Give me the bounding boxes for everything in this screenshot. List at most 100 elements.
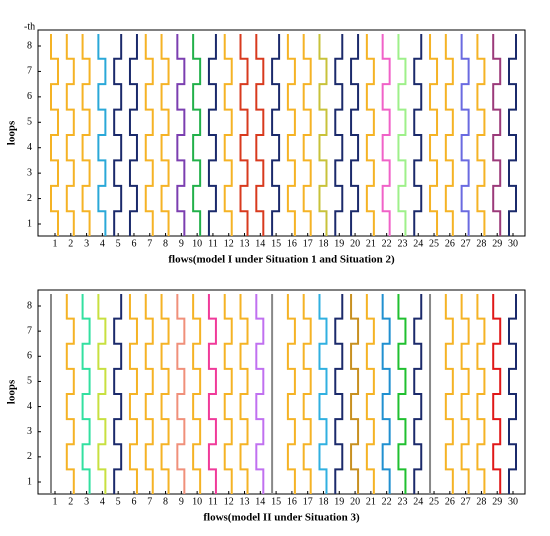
- x-tick-label: 20: [350, 238, 360, 249]
- x-tick-label: 27: [461, 496, 471, 507]
- x-tick-label: 28: [476, 238, 486, 249]
- x-tick-label: 4: [100, 496, 105, 507]
- x-tick-label: 29: [492, 238, 502, 249]
- x-axis-label: flows(model II under Situation 3): [203, 512, 360, 524]
- flow-path: [144, 34, 154, 236]
- flow-path: [81, 294, 91, 494]
- flow-path: [302, 34, 312, 236]
- flow-path: [492, 294, 502, 494]
- flow-path: [160, 294, 170, 494]
- x-tick-label: 17: [303, 238, 313, 249]
- flow-path: [192, 34, 202, 236]
- x-tick-label: 10: [192, 238, 202, 249]
- flow-path: [113, 294, 123, 494]
- x-tick-label: 25: [429, 238, 439, 249]
- x-tick-label: 19: [334, 496, 344, 507]
- x-tick-label: 3: [84, 238, 89, 249]
- x-tick-label: 15: [271, 238, 281, 249]
- flow-path: [429, 34, 439, 236]
- y-axis-label: loops: [6, 120, 18, 145]
- flow-path: [97, 34, 107, 236]
- x-tick-label: 19: [334, 238, 344, 249]
- y-tick-label: 7: [27, 66, 32, 77]
- flow-path: [350, 34, 360, 236]
- y-tick-label: 3: [27, 167, 32, 178]
- x-tick-label: 18: [318, 238, 328, 249]
- flow-path: [365, 294, 375, 494]
- y-tick-label: 5: [27, 376, 32, 387]
- x-tick-label: 8: [163, 496, 168, 507]
- x-tick-label: 21: [366, 496, 376, 507]
- flow-path: [207, 294, 217, 494]
- x-tick-label: 30: [508, 496, 518, 507]
- y-tick-label: 4: [27, 142, 32, 153]
- flow-path: [381, 294, 391, 494]
- x-tick-label: 30: [508, 238, 518, 249]
- flow-path: [128, 34, 138, 236]
- x-tick-label: 3: [84, 496, 89, 507]
- flow-path: [508, 294, 517, 494]
- x-tick-label: 7: [147, 238, 152, 249]
- x-tick-label: 24: [413, 238, 423, 249]
- flow-path: [144, 294, 154, 494]
- x-tick-label: 11: [208, 496, 218, 507]
- x-tick-label: 8: [163, 238, 168, 249]
- x-tick-label: 17: [303, 496, 313, 507]
- y-tick-label: 1: [27, 218, 32, 229]
- x-tick-label: 26: [445, 496, 455, 507]
- flow-path: [255, 34, 265, 236]
- x-tick-label: 18: [318, 496, 328, 507]
- flow-path: [476, 34, 486, 236]
- flow-path: [318, 34, 328, 236]
- x-tick-label: 10: [192, 496, 202, 507]
- x-tick-label: 23: [397, 496, 407, 507]
- flow-path: [239, 294, 249, 494]
- flow-path: [176, 34, 186, 236]
- flow-path: [413, 294, 423, 494]
- flow-path: [318, 294, 328, 494]
- flow-path: [271, 34, 281, 236]
- x-tick-label: 12: [224, 496, 234, 507]
- flow-path: [444, 294, 454, 494]
- flow-path: [460, 34, 470, 236]
- x-tick-label: 24: [413, 496, 423, 507]
- x-tick-label: 13: [240, 496, 250, 507]
- flow-path: [176, 294, 186, 494]
- y-tick-label: 8: [27, 40, 32, 51]
- x-tick-label: 1: [53, 238, 58, 249]
- x-tick-label: 14: [255, 238, 265, 249]
- flow-path: [239, 34, 249, 236]
- x-tick-label: 5: [116, 238, 121, 249]
- x-tick-label: 1: [53, 496, 58, 507]
- x-tick-label: 23: [397, 238, 407, 249]
- x-tick-label: 26: [445, 238, 455, 249]
- x-tick-label: 9: [179, 238, 184, 249]
- y-tick-label: 3: [27, 426, 32, 437]
- y-tick-label: 2: [27, 193, 32, 204]
- x-tick-label: 22: [382, 238, 392, 249]
- x-tick-label: 16: [287, 238, 297, 249]
- x-tick-label: 14: [255, 496, 265, 507]
- y-tick-label: 8: [27, 300, 32, 311]
- x-axis-label: flows(model I under Situation 1 and Situ…: [168, 254, 395, 266]
- x-tick-label: 11: [208, 238, 218, 249]
- flow-path: [113, 34, 123, 236]
- x-tick-label: 7: [147, 496, 152, 507]
- x-tick-label: 9: [179, 496, 184, 507]
- flow-path: [207, 34, 217, 236]
- x-tick-label: 27: [461, 238, 471, 249]
- flow-path: [65, 34, 75, 236]
- flow-path: [397, 294, 407, 494]
- y-tick-label: 4: [27, 401, 32, 412]
- plot-frame: [37, 289, 526, 495]
- flow-path: [192, 294, 202, 494]
- flow-path: [508, 34, 517, 236]
- x-tick-label: 25: [429, 496, 439, 507]
- x-tick-label: 4: [100, 238, 105, 249]
- flow-path: [397, 34, 407, 236]
- flow-path: [160, 34, 170, 236]
- flow-path: [286, 34, 296, 236]
- x-tick-label: 6: [131, 496, 136, 507]
- x-tick-label: 28: [476, 496, 486, 507]
